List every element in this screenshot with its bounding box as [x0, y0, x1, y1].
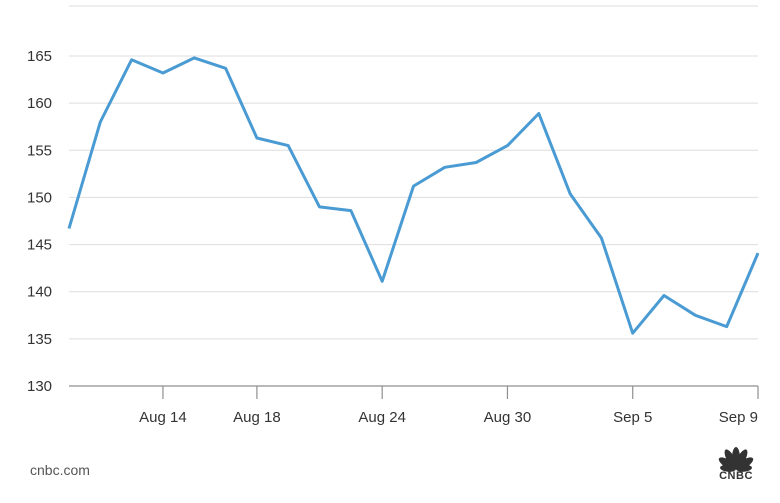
data-point-19: [662, 293, 666, 297]
y-axis-tick-labels: 130 135 140 145 150 155 160 165: [27, 48, 52, 395]
data-point-16: [568, 192, 572, 196]
x-tick-label-2: Aug 24: [358, 409, 406, 426]
data-point-11: [412, 184, 416, 188]
y-tick-label-135: 135: [27, 331, 52, 348]
data-point-13: [474, 161, 478, 165]
source-label: cnbc.com: [30, 462, 90, 478]
data-point-21: [725, 325, 729, 329]
price-series-line: [67, 56, 760, 335]
data-point-0: [67, 227, 71, 231]
x-axis: Aug 14 Aug 18 Aug 24 Aug 30 Sep 5 Sep 9: [69, 385, 759, 426]
data-point-5: [224, 66, 228, 70]
data-point-18: [631, 331, 635, 335]
data-point-12: [443, 165, 447, 169]
data-point-6: [255, 136, 259, 140]
series-layer: [67, 56, 760, 335]
x-tick-label-3: Aug 30: [484, 409, 532, 426]
data-point-9: [349, 209, 353, 213]
data-point-8: [318, 205, 322, 209]
x-tick-label-1: Aug 18: [233, 409, 281, 426]
data-point-10: [380, 279, 384, 283]
data-point-2: [130, 58, 134, 62]
x-tick-label-4: Sep 5: [613, 409, 652, 426]
y-tick-label-130: 130: [27, 378, 52, 395]
y-tick-label-150: 150: [27, 189, 52, 206]
data-point-22: [756, 251, 760, 255]
y-tick-label-160: 160: [27, 95, 52, 112]
x-tick-label-0: Aug 14: [139, 409, 187, 426]
x-tick-label-5: Sep 9: [719, 409, 758, 426]
data-point-3: [161, 71, 165, 75]
data-point-17: [599, 236, 603, 240]
y-tick-label-165: 165: [27, 48, 52, 65]
logo-wordmark: CNBC: [719, 470, 753, 482]
data-point-1: [98, 120, 102, 124]
y-tick-label-155: 155: [27, 142, 52, 159]
y-tick-label-140: 140: [27, 284, 52, 301]
y-tick-label-145: 145: [27, 237, 52, 254]
cnbc-peacock-icon: [718, 447, 754, 472]
cnbc-logo: CNBC: [706, 440, 766, 486]
data-point-20: [693, 313, 697, 317]
grid-lines: [69, 5, 758, 340]
data-point-4: [192, 56, 196, 60]
data-point-15: [537, 112, 541, 116]
data-point-7: [286, 144, 290, 148]
data-point-14: [505, 144, 509, 148]
